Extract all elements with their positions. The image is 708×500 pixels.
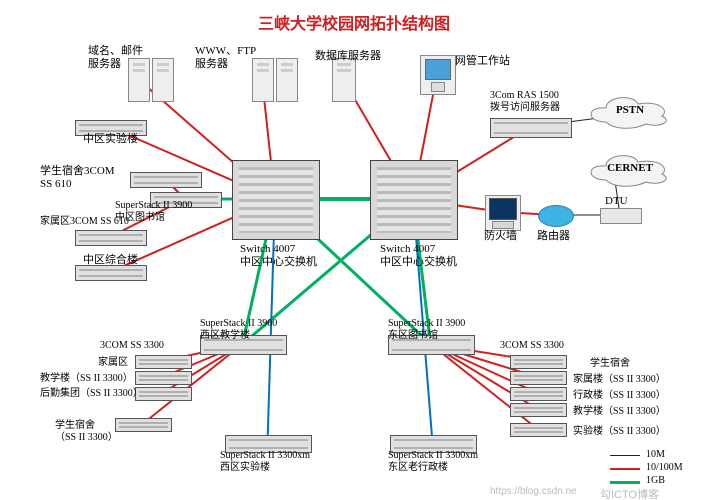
label-l_ras: 3Com RAS 1500 拨号访问服务器	[490, 90, 560, 113]
cloud-cernet: CERNET	[590, 150, 670, 190]
device-e_sw3	[510, 387, 567, 401]
device-ras	[490, 118, 572, 138]
cloud-pstn: PSTN	[590, 92, 670, 132]
device-coreL	[232, 160, 320, 240]
device-e_sw5	[510, 423, 567, 437]
label-l_teachE: 教学楼（SS II 3300）	[573, 406, 666, 418]
legend-line-10/100M	[610, 468, 640, 470]
device-e_sw1	[510, 355, 567, 369]
legend-line-10M	[610, 455, 640, 456]
label-l_3comW: 3COM SS 3300	[100, 340, 164, 352]
device-srv_dns2	[152, 58, 174, 102]
device-router	[538, 205, 574, 227]
watermark-csdn: https://blog.csdn.ne	[490, 486, 577, 497]
device-sw_midzh	[75, 265, 147, 281]
device-e_sw4	[510, 403, 567, 417]
label-l_fam610: 家属区3COM SS 610	[40, 216, 129, 228]
device-w_sw4	[115, 418, 172, 432]
label-l_ss3300xmW: SuperStack II 3300xm 西区实验楼	[220, 450, 310, 473]
diagram-title: 三峡大学校园网拓扑结构图	[0, 10, 708, 34]
label-l_dns: 域名、邮件 服务器	[88, 45, 143, 70]
device-w_sw1	[135, 355, 192, 369]
label-l_famE: 家属楼（SS II 3300）	[573, 374, 666, 386]
label-l_expE: 实验楼（SS II 3300）	[573, 426, 666, 438]
device-sw_fam610	[75, 230, 147, 246]
label-l_router: 路由器	[537, 230, 570, 243]
label-l_ss3300xmE: SuperStack II 3300xm 东区老行政楼	[388, 450, 478, 473]
label-l_ss3900W: SuperStack II 3900 西区教学楼	[200, 318, 277, 341]
label-l_ss3900E: SuperStack II 3900 东区图书馆	[388, 318, 465, 341]
device-srv_www2	[276, 58, 298, 102]
label-l_dtu: DTU	[605, 195, 628, 208]
label-l_dormE: 学生宿舍	[590, 358, 630, 370]
label-l_mid_exp: 中区实验楼	[83, 133, 138, 146]
label-l_teachW: 教学楼（SS II 3300）	[40, 373, 133, 385]
label-l_famW: 家属区	[98, 357, 128, 369]
label-l_mid_zh: 中区综合楼	[83, 254, 138, 267]
legend-label-10/100M: 10/100M	[646, 462, 683, 474]
device-pc_nms	[420, 55, 456, 95]
device-dtu	[600, 208, 642, 224]
legend-line-1GB	[610, 481, 640, 484]
device-sw_dorm610	[130, 172, 202, 188]
label-l_sw4007R: Switch 4007 中区中心交换机	[380, 243, 457, 268]
label-l_admE: 行政楼（SS II 3300）	[573, 390, 666, 402]
label-l_logW: 后勤集团（SS II 3300）	[40, 388, 143, 400]
legend-label-10M: 10M	[646, 449, 665, 461]
device-srv_db	[332, 58, 356, 102]
legend-label-1GB: 1GB	[646, 475, 665, 487]
device-fw	[485, 195, 521, 231]
label-l_fw: 防火墙	[484, 230, 517, 243]
label-l_www: WWW、FTP 服务器	[195, 45, 256, 70]
device-e_sw2	[510, 371, 567, 385]
label-l_dorm610: 学生宿舍3COM SS 610	[40, 165, 115, 190]
label-l_sw4007L: Switch 4007 中区中心交换机	[240, 243, 317, 268]
cloud-label-pstn: PSTN	[590, 104, 670, 116]
label-l_nms: 网管工作站	[455, 55, 510, 68]
device-w_sw3	[135, 387, 192, 401]
label-l_db: 数据库服务器	[315, 50, 381, 63]
label-l_dormW: 学生宿舍 （SS II 3300）	[55, 420, 118, 443]
label-l_3comE: 3COM SS 3300	[500, 340, 564, 352]
device-coreR	[370, 160, 458, 240]
device-w_sw2	[135, 371, 192, 385]
watermark-blog: 勾ICTO博客	[600, 486, 659, 500]
cloud-label-cernet: CERNET	[590, 162, 670, 174]
